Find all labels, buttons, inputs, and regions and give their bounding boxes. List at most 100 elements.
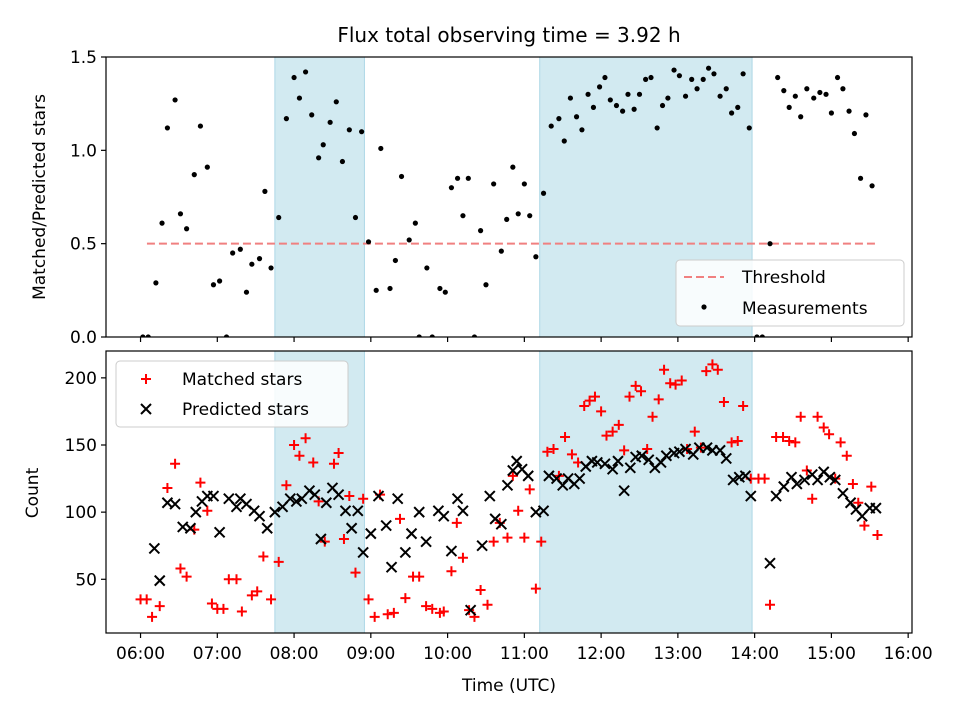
top-y-tick-label: 0.5 — [70, 235, 97, 255]
matched-star-point — [659, 364, 670, 375]
predicted-star-point — [679, 443, 692, 455]
matched-star-point — [464, 605, 475, 616]
measurement-point — [359, 129, 365, 135]
predicted-star-point — [457, 505, 469, 517]
matched-star-point — [764, 599, 775, 610]
predicted-star-point — [438, 510, 450, 522]
measurement-point — [302, 69, 309, 75]
predicted-star-point — [829, 474, 841, 486]
bottom-legend — [115, 360, 349, 428]
measurement-point — [412, 220, 418, 226]
matched-star-point — [195, 477, 206, 488]
matched-star-point — [482, 599, 493, 610]
predicted-star-point — [606, 463, 619, 475]
bottom-axes-frame — [105, 350, 913, 634]
measurement-point — [204, 164, 210, 170]
measurement-point — [365, 239, 372, 245]
matched-star-point — [294, 450, 305, 461]
predicted-star-point — [365, 527, 377, 540]
predicted-star-point — [811, 474, 824, 486]
measurement-point — [262, 188, 268, 194]
matched-star-point — [738, 401, 749, 412]
measurement-point — [197, 123, 204, 129]
predicted-star-point — [673, 446, 686, 458]
measurement-point — [491, 181, 497, 187]
measurement-point — [191, 172, 197, 178]
predicted-star-point — [573, 472, 586, 485]
measurement-point — [398, 173, 405, 180]
bottom-y-tick-label: 200 — [65, 369, 97, 389]
matched-star-point — [607, 426, 618, 437]
predicted-star-point — [420, 535, 432, 548]
measurement-point — [643, 76, 649, 82]
measurement-point — [145, 334, 151, 337]
count-panel: 50 100 150 200 06:00 07:00 08:00 09:00 10:00 11:0… — [65, 350, 933, 664]
measurement-point — [416, 334, 422, 337]
legend-predicted-swatch — [140, 403, 152, 415]
predicted-star-point — [332, 488, 345, 501]
measurement-point — [387, 285, 393, 292]
matched-star-point — [427, 603, 438, 614]
predicted-star-point — [309, 488, 321, 501]
measurement-point — [648, 74, 654, 81]
matched-star-point — [502, 532, 513, 543]
matched-star-point — [707, 359, 718, 370]
measurement-point — [723, 86, 729, 92]
measurement-point — [164, 125, 171, 131]
measurement-point — [573, 114, 580, 120]
measurement-point — [631, 106, 637, 112]
measurement-point — [811, 95, 817, 101]
predicted-star-point — [372, 490, 385, 502]
measurement-point — [792, 93, 798, 99]
matched-star-point — [338, 534, 349, 544]
legend-matched-swatch — [141, 374, 151, 384]
measurement-point — [352, 214, 359, 221]
matched-star-point — [795, 411, 806, 422]
measurement-point — [857, 175, 864, 181]
measurement-point — [682, 93, 689, 99]
measurement-point — [804, 86, 810, 92]
matched-star-point — [258, 551, 269, 562]
measurement-point — [556, 116, 562, 122]
predicted-star-point — [169, 498, 181, 510]
measurement-point — [636, 91, 643, 97]
measurement-point — [429, 334, 435, 337]
matched-star-point — [266, 594, 277, 605]
measurement-point — [590, 104, 597, 110]
matched-star-point — [162, 482, 173, 493]
predicted-star-point — [399, 546, 412, 559]
matched-star-point — [246, 590, 257, 601]
matched-star-point — [835, 437, 846, 448]
measurement-point — [828, 110, 835, 116]
bottom-observing-window-2 — [539, 350, 753, 634]
predicted-star-point — [269, 506, 281, 518]
top-y-axis-label: Matched/Predicted stars — [30, 94, 50, 300]
matched-star-point — [859, 520, 870, 531]
matched-star-point — [670, 379, 681, 390]
measurement-point — [296, 95, 303, 101]
measurement-point — [153, 280, 159, 286]
matched-star-point — [596, 406, 607, 417]
legend-matched-label: Matched stars — [182, 370, 302, 390]
matched-star-point — [218, 603, 229, 614]
matched-star-point — [718, 397, 729, 408]
matched-star-point — [488, 536, 499, 547]
matched-star-point — [358, 493, 369, 504]
matched-star-point — [394, 513, 405, 524]
matched-star-point — [630, 380, 641, 391]
matched-star-point — [847, 478, 858, 489]
measurement-point — [840, 86, 846, 92]
matched-star-point — [701, 366, 712, 377]
measurement-point — [665, 95, 671, 101]
measurement-point — [346, 127, 352, 133]
measurement-point — [846, 108, 852, 114]
measurement-point — [442, 289, 448, 295]
measurement-point — [602, 74, 608, 81]
measurement-point — [454, 175, 461, 181]
bottom-y-axis-label: Count — [23, 467, 43, 518]
predicted-star-point — [501, 479, 514, 491]
predicted-star-point — [720, 452, 732, 465]
matched-star-point — [682, 444, 693, 455]
measurement-point — [291, 74, 297, 81]
